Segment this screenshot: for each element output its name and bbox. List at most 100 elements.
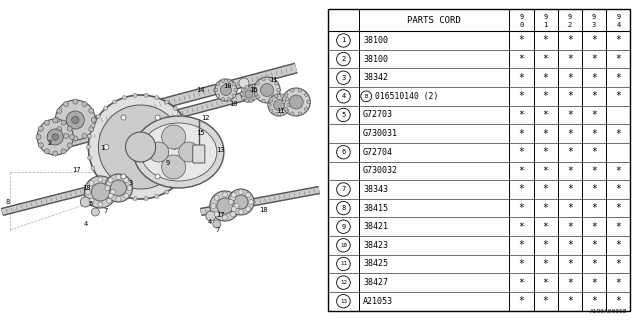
Text: *: * — [543, 296, 548, 306]
Text: 10: 10 — [223, 83, 232, 89]
Circle shape — [44, 149, 49, 154]
Circle shape — [180, 176, 185, 180]
Circle shape — [179, 142, 199, 162]
Text: *: * — [567, 166, 573, 176]
Text: *: * — [567, 203, 573, 213]
Circle shape — [52, 134, 58, 140]
Circle shape — [240, 92, 244, 96]
Text: 016510140 (2): 016510140 (2) — [375, 92, 438, 101]
Text: *: * — [616, 54, 621, 64]
Circle shape — [254, 92, 258, 96]
Text: 38343: 38343 — [363, 185, 388, 194]
Circle shape — [63, 101, 68, 107]
Text: 9: 9 — [592, 14, 596, 20]
Text: *: * — [543, 240, 548, 250]
Text: 2: 2 — [341, 56, 346, 62]
Circle shape — [107, 198, 112, 203]
Text: G72703: G72703 — [363, 110, 393, 119]
Circle shape — [155, 174, 160, 179]
Circle shape — [127, 186, 132, 190]
Text: *: * — [591, 240, 597, 250]
Circle shape — [239, 78, 249, 88]
Circle shape — [285, 98, 289, 101]
Text: *: * — [518, 296, 524, 306]
Text: 38421: 38421 — [363, 222, 388, 231]
Circle shape — [186, 124, 190, 128]
Text: *: * — [616, 36, 621, 45]
Text: 9: 9 — [543, 14, 548, 20]
Circle shape — [291, 89, 294, 92]
Circle shape — [82, 101, 87, 107]
Text: 7: 7 — [216, 227, 220, 233]
Circle shape — [305, 108, 308, 111]
Text: 38415: 38415 — [363, 204, 388, 212]
Circle shape — [276, 88, 280, 92]
Circle shape — [92, 208, 99, 216]
Circle shape — [155, 115, 160, 120]
Circle shape — [241, 88, 245, 92]
Circle shape — [113, 100, 116, 104]
FancyBboxPatch shape — [193, 145, 205, 163]
Circle shape — [246, 207, 251, 212]
Text: *: * — [616, 240, 621, 250]
Circle shape — [230, 196, 236, 200]
Text: *: * — [591, 73, 597, 83]
Text: *: * — [518, 36, 524, 45]
Text: 4: 4 — [341, 93, 346, 99]
Circle shape — [241, 86, 257, 102]
Text: *: * — [567, 259, 573, 269]
Circle shape — [88, 156, 92, 160]
Text: *: * — [543, 166, 548, 176]
Circle shape — [230, 212, 236, 217]
Text: *: * — [543, 36, 548, 45]
Text: *: * — [518, 240, 524, 250]
Circle shape — [189, 156, 194, 160]
Text: 2: 2 — [568, 22, 572, 28]
Circle shape — [155, 96, 159, 100]
Text: *: * — [616, 259, 621, 269]
Circle shape — [268, 103, 271, 107]
Text: *: * — [518, 110, 524, 120]
Circle shape — [262, 77, 266, 81]
Circle shape — [164, 190, 169, 194]
Circle shape — [269, 99, 273, 103]
Text: 1: 1 — [341, 37, 346, 44]
Circle shape — [216, 94, 220, 98]
Text: *: * — [591, 222, 597, 232]
Circle shape — [228, 189, 254, 215]
Circle shape — [36, 134, 41, 140]
Text: 4: 4 — [208, 219, 212, 225]
Text: 8: 8 — [5, 199, 9, 205]
Text: *: * — [616, 129, 621, 139]
Circle shape — [280, 94, 284, 98]
Circle shape — [84, 176, 116, 208]
Circle shape — [269, 77, 273, 81]
Circle shape — [291, 112, 294, 116]
Text: 9: 9 — [166, 160, 170, 166]
Circle shape — [55, 100, 95, 140]
Circle shape — [124, 193, 129, 198]
Circle shape — [234, 88, 237, 92]
Text: 38100: 38100 — [363, 55, 388, 64]
Text: 1: 1 — [543, 22, 548, 28]
Text: 13: 13 — [340, 299, 347, 304]
Text: *: * — [543, 203, 548, 213]
Text: *: * — [543, 184, 548, 195]
Circle shape — [282, 100, 285, 104]
Circle shape — [144, 93, 148, 97]
Text: *: * — [567, 184, 573, 195]
Circle shape — [173, 184, 177, 188]
Circle shape — [213, 220, 221, 228]
Circle shape — [67, 143, 72, 148]
Circle shape — [273, 100, 285, 110]
Circle shape — [155, 195, 159, 198]
Text: 17: 17 — [216, 212, 225, 218]
Text: 9: 9 — [341, 224, 346, 230]
Circle shape — [298, 112, 302, 116]
Circle shape — [44, 120, 49, 125]
Text: *: * — [591, 54, 597, 64]
Text: 16: 16 — [249, 87, 257, 93]
Circle shape — [92, 117, 96, 123]
Text: *: * — [567, 36, 573, 45]
Circle shape — [54, 117, 60, 123]
